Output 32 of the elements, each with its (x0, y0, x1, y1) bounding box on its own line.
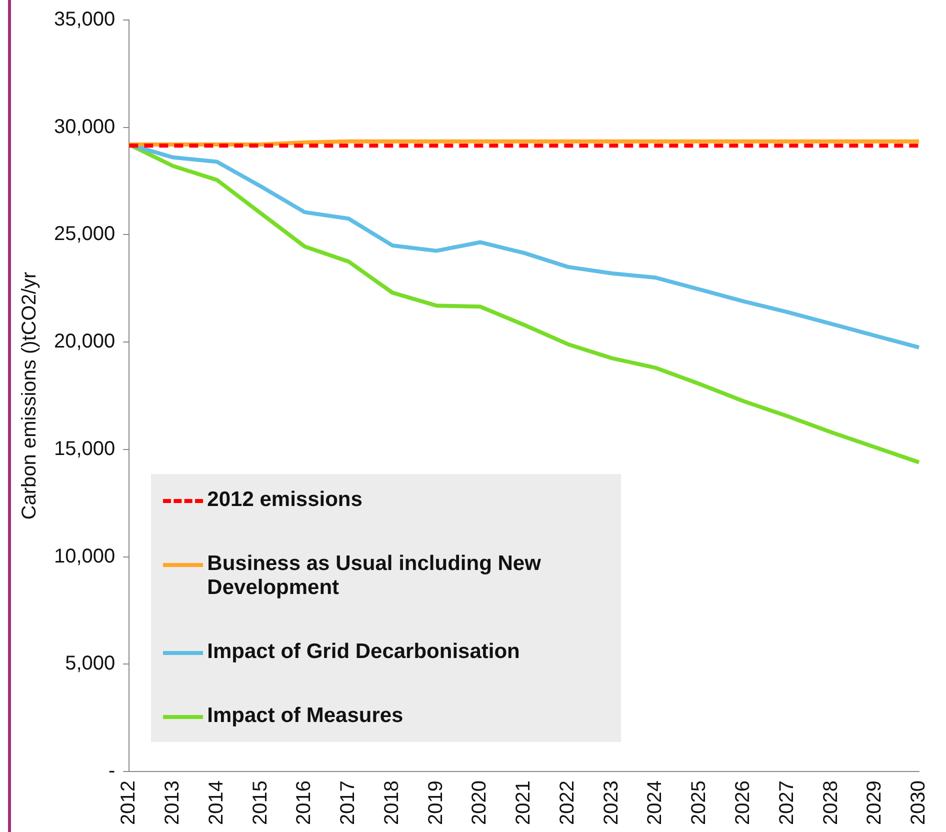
x-tick-label: 2020 (468, 780, 491, 826)
x-tick-label: 2029 (864, 780, 886, 826)
x-tick-label: 2018 (380, 780, 403, 826)
x-tick-label: 2023 (600, 780, 622, 826)
y-tick-label: 30,000 (54, 116, 116, 138)
legend-label: Impact of Measures (207, 704, 404, 728)
legend-label: Impact of Grid Decarbonisation (207, 640, 520, 664)
x-tick-label: 2019 (424, 780, 447, 826)
x-tick-label: 2022 (556, 780, 578, 826)
x-tick-label: 2013 (162, 780, 184, 826)
y-tick-label: - (108, 760, 116, 782)
x-tick-label: 2025 (688, 780, 710, 826)
x-tick-label: 2024 (644, 780, 666, 826)
x-tick-label: 2026 (732, 780, 754, 826)
y-tick-label: 15,000 (54, 438, 116, 460)
x-tick-label: 2016 (293, 780, 316, 826)
x-tick-label: 2021 (512, 780, 535, 826)
y-tick-label: 10,000 (54, 545, 116, 568)
y-axis-title: Carbon emissions ()tCO2/yr (18, 271, 41, 520)
y-tick-label: 25,000 (54, 223, 116, 246)
x-tick-label: 2028 (820, 780, 842, 826)
x-tick-label: 2015 (249, 780, 272, 826)
x-tick-label: 2014 (205, 780, 228, 826)
legend-label: 2012 emissions (207, 488, 362, 512)
x-tick-label: 2030 (908, 780, 930, 826)
x-tick-label: 2017 (337, 780, 360, 826)
y-tick-label: 20,000 (54, 330, 116, 353)
x-tick-label: 2027 (776, 780, 798, 826)
y-tick-label: 35,000 (54, 8, 116, 31)
x-tick-label: 2012 (118, 780, 140, 826)
y-tick-label: 5,000 (65, 652, 116, 675)
legend-label: Business as Usual including New Development (207, 552, 542, 600)
